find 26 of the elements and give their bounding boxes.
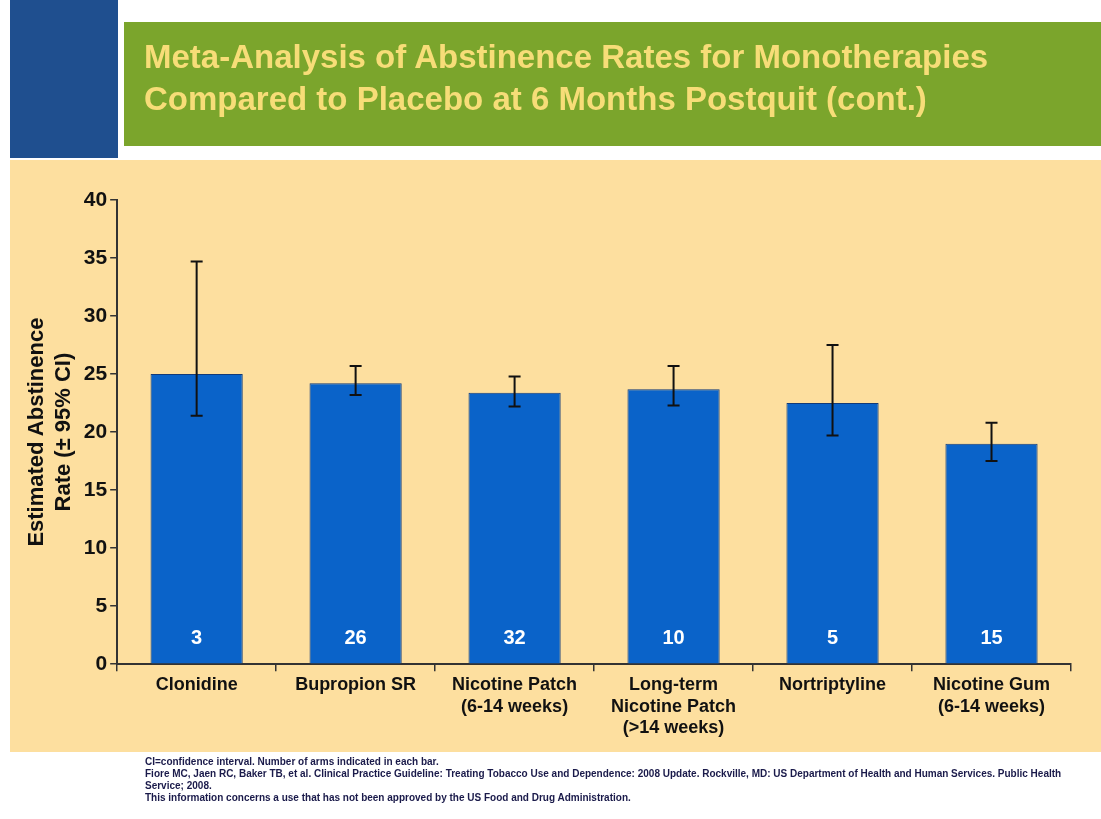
text: Fiore MC, Jaen RC, Baker TB, et al. Clinical Practice Guideline: Treating Tobacco Use and Dependence: 2008 Update. Rockville, MD: US Department of Health and Human Services. Public Health Service; 2008. <box>145 768 1063 792</box>
x-tick-label: Nortriptyline <box>779 673 887 694</box>
x-tick-label: Nicotine Gum (6-14 weeks) <box>933 673 1051 716</box>
annotation: 26 <box>344 625 367 648</box>
annotation: 32 <box>503 625 526 648</box>
y-tick-label: 35 <box>83 244 108 268</box>
annotation: 15 <box>980 625 1003 648</box>
x-tick-label: Nicotine Patch (6-14 weeks) <box>452 673 578 716</box>
y-axis-title: Estimated Abstinence Rate (± 95% CI) <box>23 317 75 547</box>
y-tick-label: 10 <box>83 534 108 558</box>
y-tick-label: 30 <box>83 302 108 326</box>
y-tick-label: 25 <box>83 360 108 384</box>
y-tick-label: 20 <box>83 418 108 442</box>
y-tick-label: 5 <box>95 592 108 616</box>
y-tick-label: 40 <box>83 186 108 210</box>
x-tick-label: Long-term Nicotine Patch (>14 weeks) <box>611 673 737 738</box>
x-tick-label: Clonidine <box>155 673 238 694</box>
text: CI=confidence interval. Number of arms indicated in each bar. <box>145 756 440 768</box>
text: This information concerns a use that has not been approved by the US Food and Drug Administration. <box>145 792 632 804</box>
y-tick-label: 15 <box>83 476 108 500</box>
y-tick-label: 0 <box>95 651 108 674</box>
x-tick-label: Bupropion SR <box>295 673 417 694</box>
chart-title: Meta-Analysis of Abstinence Rates for Monotherapies Compared to Placebo at 6 Months Postquit (cont.) <box>143 37 990 119</box>
annotation: 3 <box>191 625 203 648</box>
annotation: 10 <box>662 625 685 648</box>
annotation: 5 <box>826 625 839 648</box>
